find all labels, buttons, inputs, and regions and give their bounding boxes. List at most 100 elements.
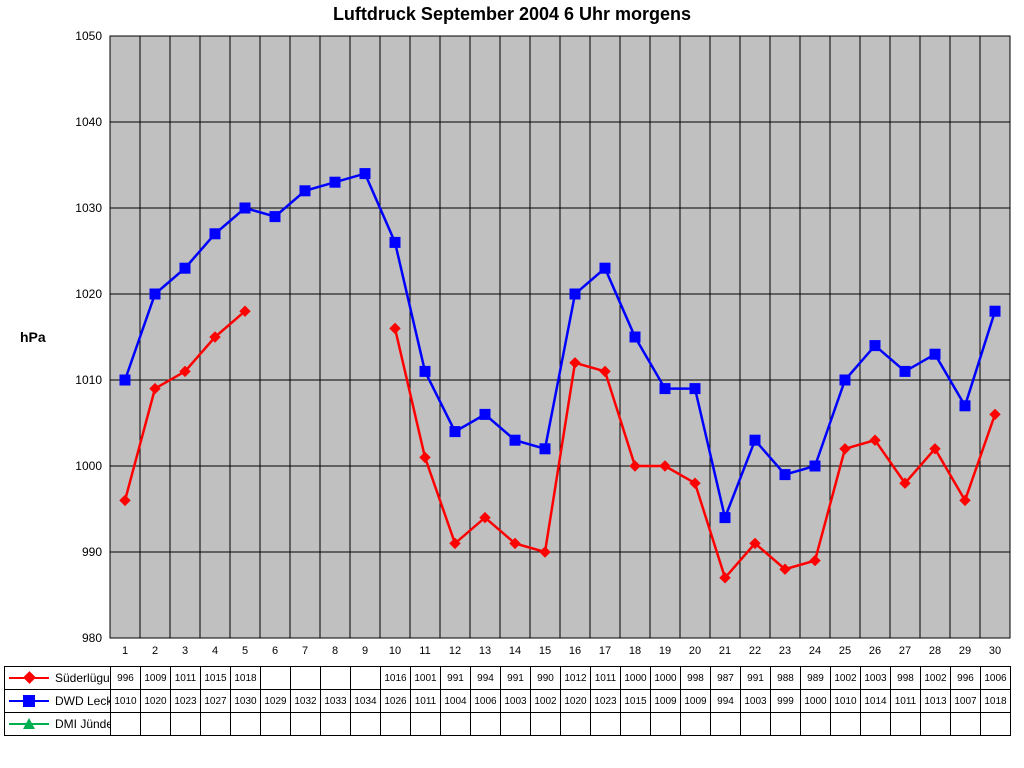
data-cell — [111, 713, 141, 736]
data-cell: 1010 — [111, 690, 141, 713]
series-name: Süderlügum — [55, 671, 111, 685]
data-cell — [411, 713, 441, 736]
legend-cell: DMI Jündewatt — [5, 713, 111, 736]
data-cell: 1010 — [831, 690, 861, 713]
svg-text:1020: 1020 — [75, 287, 102, 301]
data-cell: 989 — [801, 667, 831, 690]
data-cell: 990 — [531, 667, 561, 690]
svg-text:20: 20 — [689, 645, 701, 657]
data-cell: 1034 — [351, 690, 381, 713]
data-cell: 1011 — [591, 667, 621, 690]
data-cell: 1023 — [591, 690, 621, 713]
data-cell: 998 — [681, 667, 711, 690]
svg-text:19: 19 — [659, 645, 671, 657]
data-cell: 1027 — [201, 690, 231, 713]
data-cell: 1026 — [381, 690, 411, 713]
data-cell — [321, 667, 351, 690]
data-cell: 1000 — [651, 667, 681, 690]
svg-text:1010: 1010 — [75, 373, 102, 387]
data-cell — [531, 713, 561, 736]
data-cell — [891, 713, 921, 736]
data-cell: 1002 — [831, 667, 861, 690]
data-cell: 1007 — [951, 690, 981, 713]
data-cell: 1016 — [381, 667, 411, 690]
legend-swatch — [9, 694, 49, 708]
chart-plot: 9809901000101010201030104010501234567891… — [0, 0, 1024, 666]
svg-text:1000: 1000 — [75, 459, 102, 473]
svg-text:23: 23 — [779, 645, 791, 657]
data-cell: 1014 — [861, 690, 891, 713]
svg-text:12: 12 — [449, 645, 461, 657]
data-cell — [711, 713, 741, 736]
svg-text:15: 15 — [539, 645, 551, 657]
data-cell — [171, 713, 201, 736]
data-cell: 1002 — [531, 690, 561, 713]
data-cell — [201, 713, 231, 736]
data-cell: 1020 — [561, 690, 591, 713]
svg-text:14: 14 — [509, 645, 521, 657]
data-cell: 1009 — [681, 690, 711, 713]
svg-text:7: 7 — [302, 645, 308, 657]
data-cell — [291, 667, 321, 690]
data-cell: 1013 — [921, 690, 951, 713]
legend-swatch — [9, 717, 49, 731]
svg-text:18: 18 — [629, 645, 641, 657]
data-cell — [771, 713, 801, 736]
svg-text:990: 990 — [82, 545, 102, 559]
data-cell — [441, 713, 471, 736]
data-cell — [981, 713, 1011, 736]
data-cell: 1011 — [411, 690, 441, 713]
data-cell: 988 — [771, 667, 801, 690]
svg-text:9: 9 — [362, 645, 368, 657]
data-cell — [921, 713, 951, 736]
svg-text:5: 5 — [242, 645, 248, 657]
data-table: Süderlügum996100910111015101810161001991… — [4, 666, 1011, 736]
data-cell: 1018 — [981, 690, 1011, 713]
data-cell: 1015 — [201, 667, 231, 690]
data-cell: 1002 — [921, 667, 951, 690]
series-name: DWD Leck — [55, 694, 111, 708]
svg-text:2: 2 — [152, 645, 158, 657]
svg-text:27: 27 — [899, 645, 911, 657]
svg-text:1040: 1040 — [75, 115, 102, 129]
data-cell: 991 — [501, 667, 531, 690]
data-cell — [261, 713, 291, 736]
svg-text:24: 24 — [809, 645, 821, 657]
legend-cell: Süderlügum — [5, 667, 111, 690]
data-cell — [861, 713, 891, 736]
data-cell — [681, 713, 711, 736]
svg-text:3: 3 — [182, 645, 188, 657]
svg-text:1030: 1030 — [75, 201, 102, 215]
svg-text:26: 26 — [869, 645, 881, 657]
series-name: DMI Jündewatt — [55, 717, 111, 731]
data-cell: 1001 — [411, 667, 441, 690]
data-cell: 1004 — [441, 690, 471, 713]
data-cell: 996 — [111, 667, 141, 690]
data-cell: 1003 — [741, 690, 771, 713]
data-cell: 991 — [741, 667, 771, 690]
data-cell: 1029 — [261, 690, 291, 713]
data-cell — [321, 713, 351, 736]
legend-swatch — [9, 671, 49, 685]
svg-text:21: 21 — [719, 645, 731, 657]
data-cell: 1020 — [141, 690, 171, 713]
svg-text:10: 10 — [389, 645, 401, 657]
data-cell: 1033 — [321, 690, 351, 713]
data-cell: 1023 — [171, 690, 201, 713]
chart-container: Luftdruck September 2004 6 Uhr morgens h… — [0, 0, 1024, 768]
svg-text:4: 4 — [212, 645, 218, 657]
data-cell — [351, 667, 381, 690]
data-cell — [141, 713, 171, 736]
data-cell — [651, 713, 681, 736]
data-cell — [381, 713, 411, 736]
data-cell — [801, 713, 831, 736]
data-cell — [831, 713, 861, 736]
data-cell: 991 — [441, 667, 471, 690]
data-cell: 1000 — [621, 667, 651, 690]
data-cell — [261, 667, 291, 690]
data-cell — [471, 713, 501, 736]
svg-text:29: 29 — [959, 645, 971, 657]
data-cell: 1018 — [231, 667, 261, 690]
data-cell: 996 — [951, 667, 981, 690]
table-row: Süderlügum996100910111015101810161001991… — [5, 667, 1011, 690]
